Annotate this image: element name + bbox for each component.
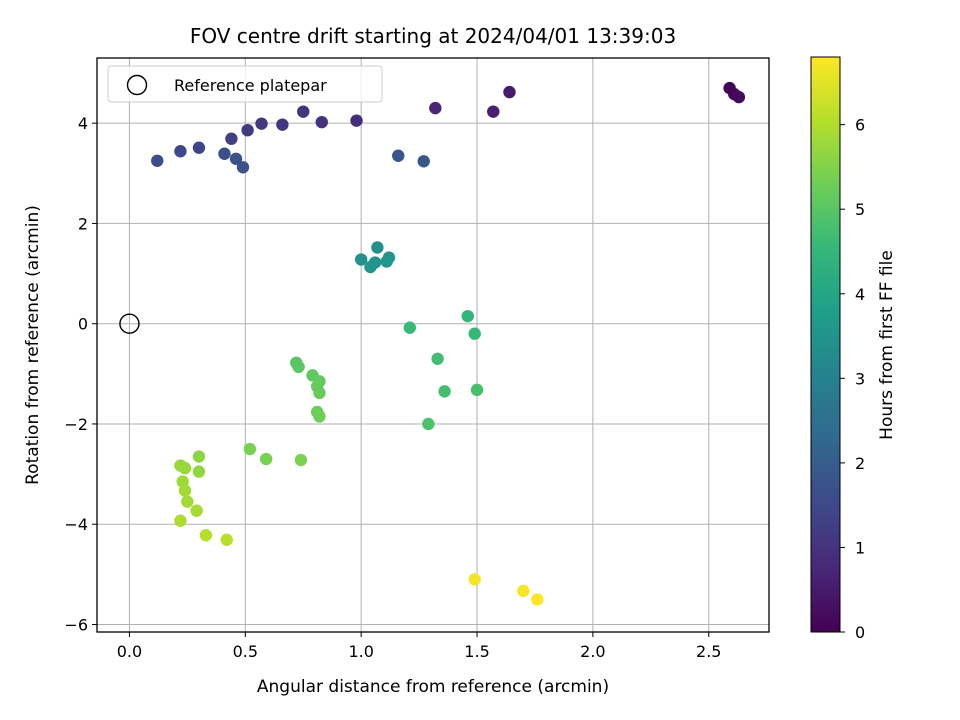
scatter-point	[192, 465, 206, 478]
chart-title: FOV centre drift starting at 2024/04/01 …	[190, 24, 676, 48]
colorbar-gradient	[810, 56, 841, 633]
x-tick-label: 0.5	[233, 642, 258, 661]
scatter-point	[225, 132, 238, 145]
scatter-point	[431, 352, 444, 365]
scatter-point	[354, 253, 368, 266]
colorbar-tick-label: 4	[855, 285, 865, 304]
scatter-point	[380, 255, 393, 268]
y-tick-label: 4	[78, 114, 88, 133]
scatter-point	[220, 533, 233, 546]
scatter-point	[178, 461, 192, 475]
scatter-point	[438, 385, 451, 398]
scatter-point	[292, 360, 305, 374]
y-tick-label: −6	[64, 615, 88, 634]
scatter-point	[531, 593, 544, 606]
colorbar-tick-label: 5	[855, 200, 865, 219]
scatter-point	[517, 584, 530, 598]
colorbar-ticks: 0 1 2 3 4 5 6	[840, 116, 865, 642]
scatter-point	[178, 484, 192, 497]
scatter-point	[294, 453, 308, 467]
legend: Reference platepar	[107, 65, 383, 103]
scatter-point	[174, 145, 187, 158]
x-tick-label: 2.5	[696, 642, 721, 661]
scatter-point	[276, 118, 289, 131]
colorbar-tick-label: 2	[855, 454, 865, 473]
scatter-point	[218, 147, 231, 160]
scatter-point	[243, 442, 257, 456]
data-points	[151, 81, 746, 606]
scatter-point	[192, 450, 206, 463]
colorbar-tick-label: 3	[855, 369, 865, 388]
scatter-point	[503, 85, 516, 99]
x-tick-label: 1.0	[348, 642, 373, 661]
scatter-point	[236, 161, 250, 174]
scatter-point	[259, 452, 273, 466]
scatter-point	[313, 410, 326, 423]
scatter-point	[350, 114, 363, 127]
y-tick-label: −2	[64, 415, 88, 434]
scatter-point	[392, 149, 405, 162]
scatter-point	[229, 152, 243, 165]
scatter-point	[364, 260, 377, 274]
scatter-point	[181, 495, 194, 508]
scatter-point	[315, 115, 328, 129]
scatter-point	[192, 141, 206, 154]
reference-platepar-marker	[119, 313, 140, 334]
scatter-point	[468, 573, 481, 586]
y-axis-ticks: −6 −4 −2 0 2 4	[64, 114, 97, 634]
scatter-point	[255, 117, 268, 130]
scatter-point	[468, 327, 481, 340]
scatter-point	[461, 309, 474, 323]
y-tick-label: 2	[78, 214, 88, 233]
colorbar-tick-label: 1	[855, 538, 865, 557]
legend-box	[107, 65, 383, 103]
x-tick-label: 0.0	[117, 642, 142, 661]
y-axis-label: Rotation from reference (arcmin)	[23, 205, 43, 485]
scatter-point	[429, 101, 442, 115]
scatter-point	[151, 154, 164, 167]
colorbar: 0 1 2 3 4 5 6 Hours from first FF file	[810, 56, 897, 642]
scatter-point	[199, 529, 213, 542]
x-tick-label: 2.0	[580, 642, 605, 661]
reference-layer	[119, 313, 140, 334]
scatter-point	[241, 123, 254, 137]
scatter-point	[313, 386, 326, 400]
scatter-point	[190, 504, 203, 517]
scatter-point	[417, 155, 430, 168]
grid-lines	[97, 58, 769, 632]
scatter-point	[371, 241, 384, 254]
y-tick-label: −4	[64, 515, 88, 534]
scatter-point	[470, 383, 484, 397]
colorbar-tick-label: 6	[855, 116, 865, 135]
y-tick-label: 0	[78, 315, 88, 334]
legend-entry-label: Reference platepar	[174, 76, 327, 95]
colorbar-label: Hours from first FF file	[877, 250, 897, 440]
scatter-point	[487, 105, 500, 118]
x-axis-label: Angular distance from reference (arcmin)	[257, 677, 609, 697]
scatter-point	[174, 514, 187, 527]
scatter-point	[403, 321, 417, 334]
plot-frame	[96, 57, 770, 633]
scatter-point	[732, 90, 746, 104]
colorbar-tick-label: 0	[855, 623, 865, 642]
x-tick-label: 1.5	[464, 642, 489, 661]
x-axis-ticks: 0.0 0.5 1.0 1.5 2.0 2.5	[117, 632, 721, 661]
scatter-point	[297, 105, 310, 118]
scatter-point	[422, 417, 435, 431]
legend-marker-reference	[126, 74, 148, 96]
